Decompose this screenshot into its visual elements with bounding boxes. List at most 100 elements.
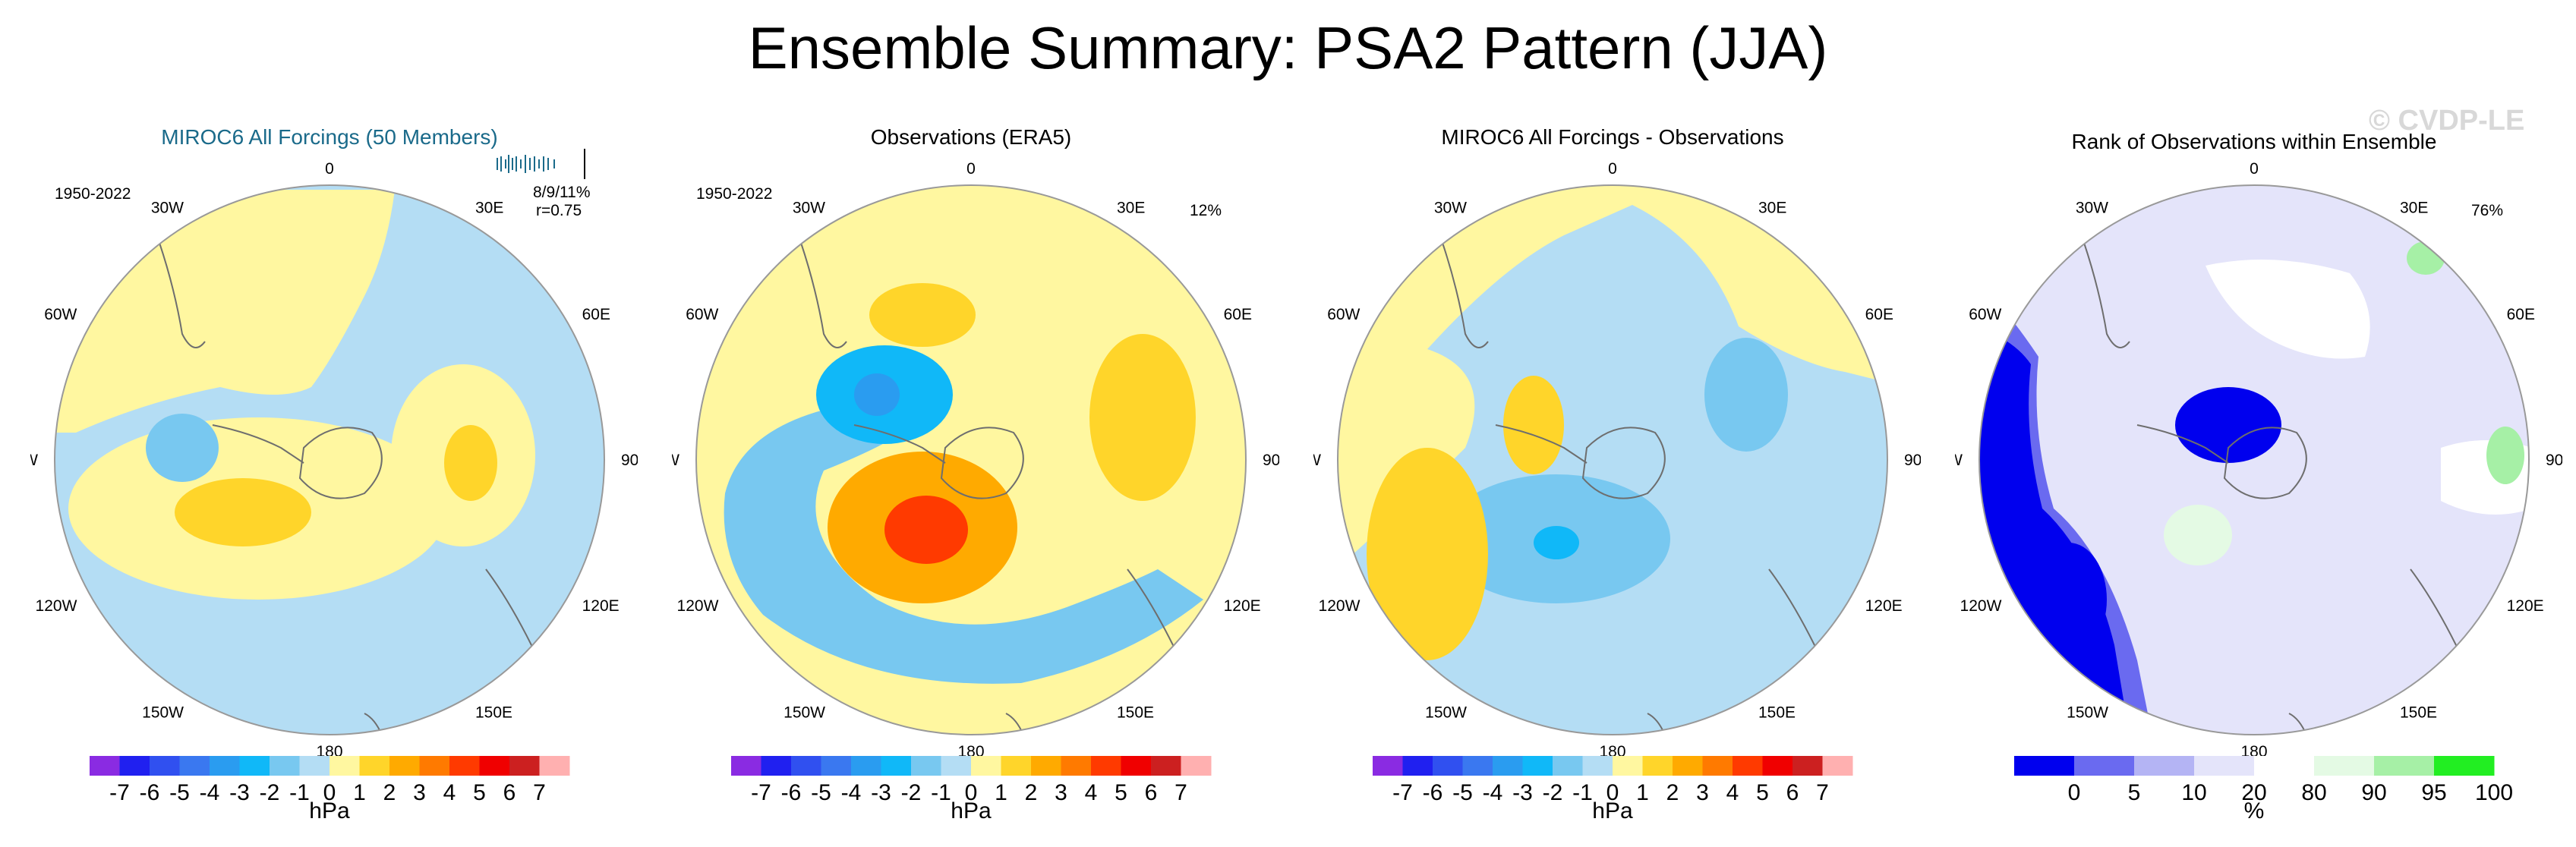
- lon-label: 30W: [1434, 199, 1467, 216]
- colorbar-swatch: [1151, 756, 1181, 776]
- indian-positive: [1089, 334, 1196, 501]
- lon-label: 90E: [621, 452, 638, 469]
- colorbar-tick-label: -4: [1483, 780, 1503, 805]
- colorbar-tick-label: 0: [1606, 780, 1619, 805]
- colorbar-tick-label: -5: [811, 780, 831, 805]
- colorbar-tick-label: 5: [1756, 780, 1769, 805]
- colorbar-tick-label: -7: [109, 780, 130, 805]
- colorbar-swatch: [1031, 756, 1061, 776]
- colorbar-swatch: [1582, 756, 1613, 776]
- colorbar-swatch: [2134, 756, 2195, 776]
- panel-title: Observations (ERA5): [871, 125, 1072, 149]
- lon-label: 0: [325, 160, 334, 178]
- lon-label: 90E: [1904, 452, 1921, 469]
- colorbar-tick-label: -4: [841, 780, 862, 805]
- percent-label: 12%: [1190, 202, 1222, 219]
- colorbar-swatch: [761, 756, 792, 776]
- colorbar-swatch: [881, 756, 912, 776]
- colorbar-tick-label: 2: [383, 780, 396, 805]
- colorbar-swatch: [2434, 756, 2495, 776]
- colorbar-units: hPa: [951, 798, 992, 823]
- colorbar-swatch: [539, 756, 570, 776]
- map-field: [1338, 185, 1887, 735]
- colorbar-tick-label: -5: [169, 780, 190, 805]
- lon-label: 150E: [475, 704, 512, 722]
- lon-label: 150W: [784, 704, 825, 722]
- colorbar-tick-label: -6: [1423, 780, 1443, 805]
- colorbar-tick-label: 4: [1085, 780, 1098, 805]
- colorbar-tick-label: 95: [2421, 780, 2446, 805]
- longitude-labels: 030E60E90E120E150E180150W120W90W60W30W: [672, 160, 1279, 760]
- lon-label: 0: [966, 160, 976, 178]
- colorbar-swatch: [1121, 756, 1152, 776]
- colorbar-swatch: [1373, 756, 1403, 776]
- colorbar-swatch: [1462, 756, 1493, 776]
- antarctic-positive: [1503, 376, 1564, 474]
- lon-label: 30W: [2076, 199, 2108, 216]
- colorbar-tick-label: 5: [2128, 780, 2141, 805]
- colorbar-tick-label: -1: [931, 780, 951, 805]
- lon-label: 120E: [1865, 597, 1903, 615]
- colorbar-tick-label: -3: [229, 780, 250, 805]
- colorbar-swatch: [389, 756, 420, 776]
- lon-label: 30E: [475, 199, 503, 216]
- colorbar-swatch: [2374, 756, 2435, 776]
- colorbar-tick-label: -1: [1572, 780, 1593, 805]
- colorbar-swatch: [911, 756, 941, 776]
- pacific-high: [2164, 505, 2232, 565]
- colorbar-tick-label: 6: [503, 780, 516, 805]
- lon-label: 60E: [1224, 306, 1252, 323]
- colorbar-swatch: [1522, 756, 1553, 776]
- lon-label: 60W: [686, 306, 718, 323]
- colorbar-swatch: [1091, 756, 1121, 776]
- lon-label: 30W: [793, 199, 825, 216]
- edge-high: [2486, 427, 2524, 484]
- coastlines: [2083, 242, 2504, 735]
- colorbar-tick-label: 6: [1145, 780, 1158, 805]
- longitude-labels: 030E60E90E120E150E180150W120W90W60W30W: [30, 160, 638, 760]
- colorbar-tick-label: 4: [443, 780, 456, 805]
- map-outline: [1337, 184, 1888, 735]
- colorbar-units: %: [2244, 798, 2265, 823]
- colorbar-tick-label: 5: [473, 780, 486, 805]
- colorbar-swatch: [90, 756, 120, 776]
- antarctic-low: [2175, 387, 2281, 463]
- amundsen-negative: [146, 414, 219, 482]
- colorbar-swatch: [1001, 756, 1032, 776]
- colorbar-swatch: [179, 756, 210, 776]
- lon-label: 150E: [1758, 704, 1796, 722]
- colorbar-tick-label: -1: [289, 780, 310, 805]
- colorbar-tick-label: -2: [901, 780, 922, 805]
- colorbar-swatch: [1733, 756, 1763, 776]
- pacific-center: [175, 478, 311, 546]
- lon-label: 120W: [1319, 597, 1361, 615]
- lon-label: 0: [1608, 160, 1617, 178]
- pacific-core: [1534, 526, 1579, 559]
- panel-title: Rank of Observations within Ensemble: [2072, 130, 2437, 153]
- ensemble-rank-ticks: [497, 149, 585, 179]
- colorbar-tick-label: -3: [1512, 780, 1533, 805]
- colorbar-tick-label: 7: [533, 780, 546, 805]
- lon-label: 90W: [1313, 452, 1321, 469]
- percent-label: 76%: [2471, 202, 2503, 219]
- colorbar-units: hPa: [309, 798, 350, 823]
- colorbar-swatch: [941, 756, 972, 776]
- colorbar-swatch: [509, 756, 540, 776]
- colorbar-tick-label: -6: [140, 780, 160, 805]
- colorbar-swatch: [1762, 756, 1793, 776]
- colorbar-tick-label: 1: [353, 780, 366, 805]
- colorbar-swatch: [329, 756, 360, 776]
- colorbar-tick-label: -2: [260, 780, 280, 805]
- colorbar-tick-label: 20: [2241, 780, 2266, 805]
- colorbar-tick-label: 1: [995, 780, 1007, 805]
- lon-label: 60W: [1327, 306, 1360, 323]
- colorbar-tick-label: 2: [1666, 780, 1679, 805]
- colorbar-tick-label: 7: [1816, 780, 1829, 805]
- colorbar-swatch: [2074, 756, 2135, 776]
- colorbar-swatch: [239, 756, 270, 776]
- colorbar-tick-label: 0: [2068, 780, 2081, 805]
- colorbar-swatch: [1702, 756, 1733, 776]
- lon-label: 30W: [151, 199, 184, 216]
- lon-label: 120E: [1224, 597, 1261, 615]
- colorbar-swatch: [971, 756, 1001, 776]
